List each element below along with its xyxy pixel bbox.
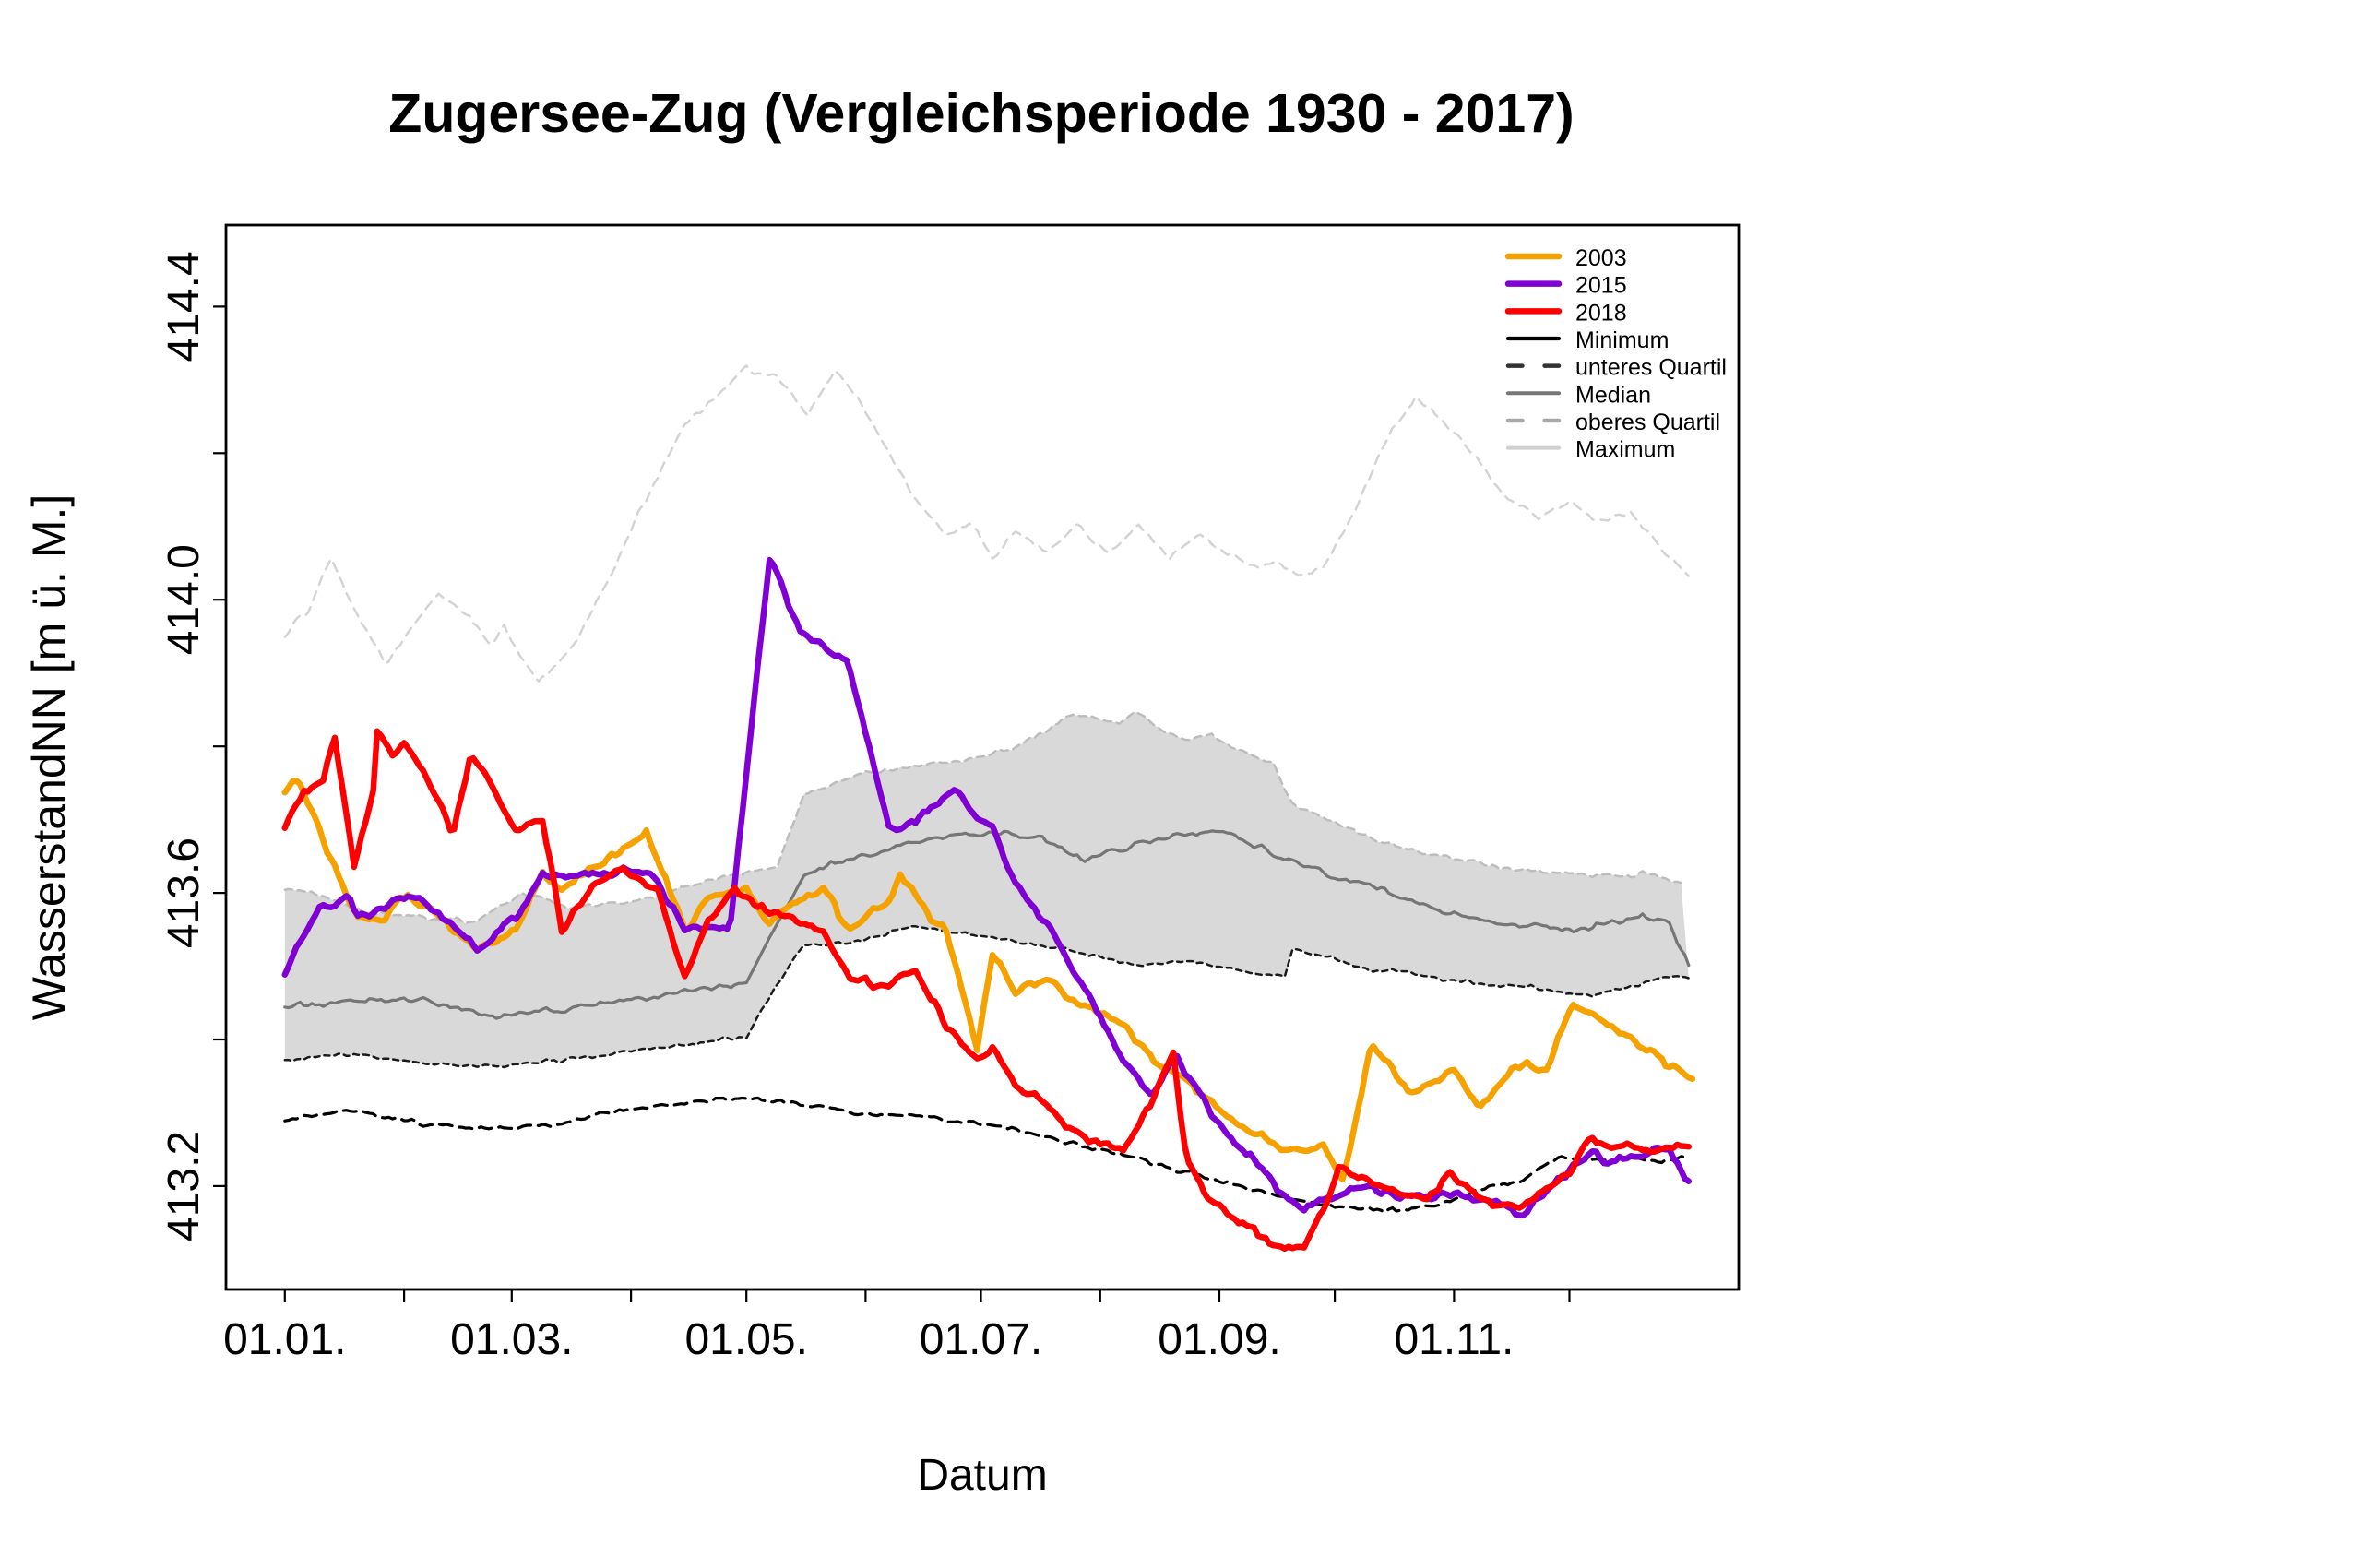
svg-text:Minimum: Minimum xyxy=(1575,327,1669,353)
svg-text:oberes Quartil: oberes Quartil xyxy=(1575,410,1720,435)
svg-text:01.05.: 01.05. xyxy=(684,1315,807,1364)
svg-text:2003: 2003 xyxy=(1575,245,1627,271)
svg-text:414.4: 414.4 xyxy=(160,251,208,362)
svg-text:Zugersee-Zug (Vergleichsperiod: Zugersee-Zug (Vergleichsperiode 1930 - 2… xyxy=(388,83,1574,144)
svg-text:Maximum: Maximum xyxy=(1575,437,1675,463)
svg-text:413.6: 413.6 xyxy=(160,837,208,948)
svg-text:Datum: Datum xyxy=(917,1451,1047,1500)
svg-text:01.07.: 01.07. xyxy=(920,1315,1042,1364)
svg-text:unteres Quartil: unteres Quartil xyxy=(1575,355,1727,381)
svg-text:01.01.: 01.01. xyxy=(223,1315,346,1364)
svg-text:WasserstandNN [m ü. M.]: WasserstandNN [m ü. M.] xyxy=(23,494,75,1020)
svg-text:2015: 2015 xyxy=(1575,273,1627,299)
svg-text:01.03.: 01.03. xyxy=(450,1315,573,1364)
svg-text:414.0: 414.0 xyxy=(160,544,208,655)
svg-text:01.11.: 01.11. xyxy=(1394,1315,1514,1364)
svg-text:01.09.: 01.09. xyxy=(1158,1315,1280,1364)
svg-text:Median: Median xyxy=(1575,382,1651,408)
svg-text:2018: 2018 xyxy=(1575,300,1627,326)
svg-text:413.2: 413.2 xyxy=(160,1131,208,1241)
